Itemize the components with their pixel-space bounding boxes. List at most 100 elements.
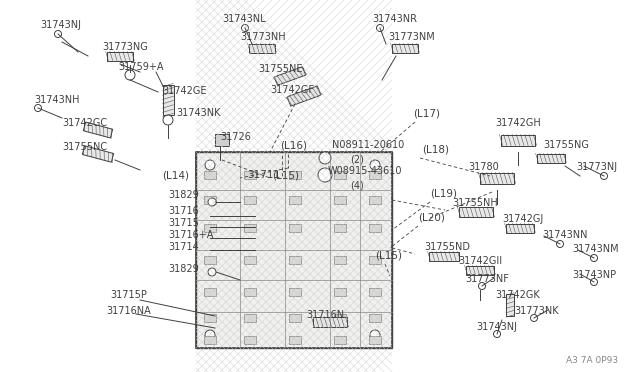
Bar [334,314,346,322]
Bar [215,134,229,146]
Bar [204,196,216,204]
Bar [204,336,216,344]
Circle shape [318,168,332,182]
Bar [204,314,216,322]
Text: 31773NG: 31773NG [102,42,148,52]
Circle shape [591,254,598,262]
Bar [369,336,381,344]
Bar [196,152,392,348]
Bar [334,288,346,296]
Text: 31780: 31780 [468,162,499,172]
Circle shape [479,282,486,289]
Bar [289,288,301,296]
Circle shape [35,105,42,112]
Text: 31773NH: 31773NH [240,32,285,42]
Text: 31743NN: 31743NN [542,230,588,240]
Bar [275,67,306,85]
Bar [334,224,346,232]
Bar [334,171,346,179]
Circle shape [531,314,538,321]
Text: 31773NJ: 31773NJ [576,162,617,172]
Text: 31743NJ: 31743NJ [476,322,517,332]
Bar [289,171,301,179]
Text: 31759+A: 31759+A [118,62,163,72]
Circle shape [208,268,216,276]
Circle shape [600,173,607,180]
Text: 31773NK: 31773NK [514,306,559,316]
Bar [369,256,381,264]
Text: 31742GF: 31742GF [270,85,314,95]
Bar [244,314,256,322]
Bar [459,207,493,217]
Circle shape [557,241,563,247]
Text: 31742GE: 31742GE [162,86,207,96]
Circle shape [319,152,331,164]
Text: A3 7A 0P93: A3 7A 0P93 [566,356,618,365]
Circle shape [591,279,598,285]
Circle shape [54,31,61,38]
Bar [334,256,346,264]
Bar [369,314,381,322]
Text: 31742GII: 31742GII [458,256,502,266]
Text: 31742GH: 31742GH [495,118,541,128]
Bar [369,196,381,204]
Text: 31743NJ: 31743NJ [40,20,81,30]
Text: 31755NH: 31755NH [452,198,498,208]
Bar [244,224,256,232]
Bar [289,196,301,204]
Circle shape [370,160,380,170]
Bar [244,336,256,344]
Text: 31743NP: 31743NP [572,270,616,280]
Text: (4): (4) [350,180,364,190]
Bar [107,51,133,61]
Bar [163,85,173,115]
Text: 31715P: 31715P [110,290,147,300]
Text: 31743NR: 31743NR [372,14,417,24]
Text: 31716N: 31716N [306,310,344,320]
Text: 31716: 31716 [168,206,199,216]
Text: (L15): (L15) [272,170,299,180]
Bar [429,251,459,260]
Circle shape [376,25,383,32]
Bar [537,154,565,163]
Bar [289,314,301,322]
Text: 31743NH: 31743NH [34,95,79,105]
Text: 31742GJ: 31742GJ [502,214,543,224]
Text: 31716NA: 31716NA [106,306,151,316]
Text: 31743NK: 31743NK [176,108,221,118]
Bar [244,256,256,264]
Text: 31715: 31715 [168,218,199,228]
Text: (L15): (L15) [375,250,402,260]
Text: N08911-20610: N08911-20610 [332,140,404,150]
Bar [334,336,346,344]
Bar [313,317,347,327]
Circle shape [241,25,248,32]
Text: 31742GC: 31742GC [62,118,107,128]
Text: 31755NE: 31755NE [258,64,303,74]
Bar [466,266,494,275]
Circle shape [205,330,215,340]
Text: 31773NF: 31773NF [465,274,509,284]
Circle shape [370,330,380,340]
Text: 31743NL: 31743NL [222,14,266,24]
Bar [196,152,392,348]
Text: 31755ND: 31755ND [424,242,470,252]
Bar [83,122,113,138]
Bar [369,288,381,296]
Bar [506,294,514,316]
Circle shape [208,198,216,206]
Bar [83,146,114,162]
Bar [204,288,216,296]
Text: (L20): (L20) [418,212,445,222]
Bar [334,196,346,204]
Text: (L17): (L17) [413,108,440,118]
Text: 31716+A: 31716+A [168,230,213,240]
Text: (L14): (L14) [162,170,189,180]
Bar [249,44,275,52]
Circle shape [163,115,173,125]
Bar [501,135,535,145]
Bar [204,256,216,264]
Text: 31829: 31829 [168,264,199,274]
Bar [244,171,256,179]
Text: W08915-43610: W08915-43610 [328,166,403,176]
